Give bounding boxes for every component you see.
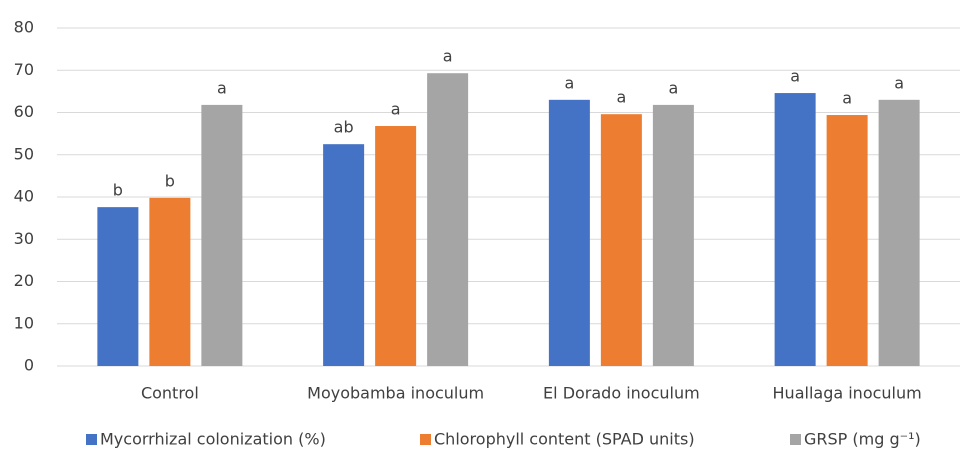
x-tick-label: Huallaga inoculum — [773, 384, 922, 403]
bar — [427, 73, 469, 367]
x-tick-label: Control — [141, 384, 199, 403]
y-tick-label: 40 — [14, 187, 34, 206]
legend-label: GRSP (mg g⁻¹) — [804, 430, 921, 449]
bar — [826, 115, 868, 366]
annotation: a — [842, 89, 852, 108]
legend-swatch — [790, 434, 801, 445]
bar — [201, 104, 243, 367]
y-tick-label: 20 — [14, 271, 34, 290]
annotation: b — [165, 171, 175, 190]
annotation: b — [113, 181, 123, 200]
bar — [323, 144, 365, 366]
annotation: a — [790, 67, 800, 86]
bar — [548, 99, 590, 366]
annotation: ab — [334, 118, 354, 137]
y-tick-label: 10 — [14, 313, 34, 332]
bar — [97, 207, 139, 366]
bar — [149, 197, 191, 366]
legend-swatch — [86, 434, 97, 445]
y-tick-label: 60 — [14, 102, 34, 121]
bar — [600, 114, 642, 366]
annotation: a — [616, 88, 626, 107]
bar — [774, 93, 816, 366]
y-tick-label: 50 — [14, 144, 34, 163]
y-tick-label: 30 — [14, 229, 34, 248]
annotation: a — [391, 100, 401, 119]
bar — [375, 126, 417, 367]
y-tick-label: 70 — [14, 60, 34, 79]
annotation: a — [443, 47, 453, 66]
bar — [878, 99, 920, 366]
annotation: a — [894, 73, 904, 92]
bar — [652, 104, 694, 367]
x-tick-label: Moyobamba inoculum — [307, 384, 484, 403]
legend-label: Chlorophyll content (SPAD units) — [434, 430, 695, 449]
annotation: a — [564, 73, 574, 92]
y-tick-label: 80 — [14, 18, 34, 37]
legend-swatch — [420, 434, 431, 445]
y-tick-label: 0 — [24, 356, 34, 375]
annotation: a — [217, 78, 227, 97]
annotation: a — [668, 78, 678, 97]
x-tick-label: El Dorado inoculum — [543, 384, 700, 403]
legend-label: Mycorrhizal colonization (%) — [100, 430, 326, 449]
